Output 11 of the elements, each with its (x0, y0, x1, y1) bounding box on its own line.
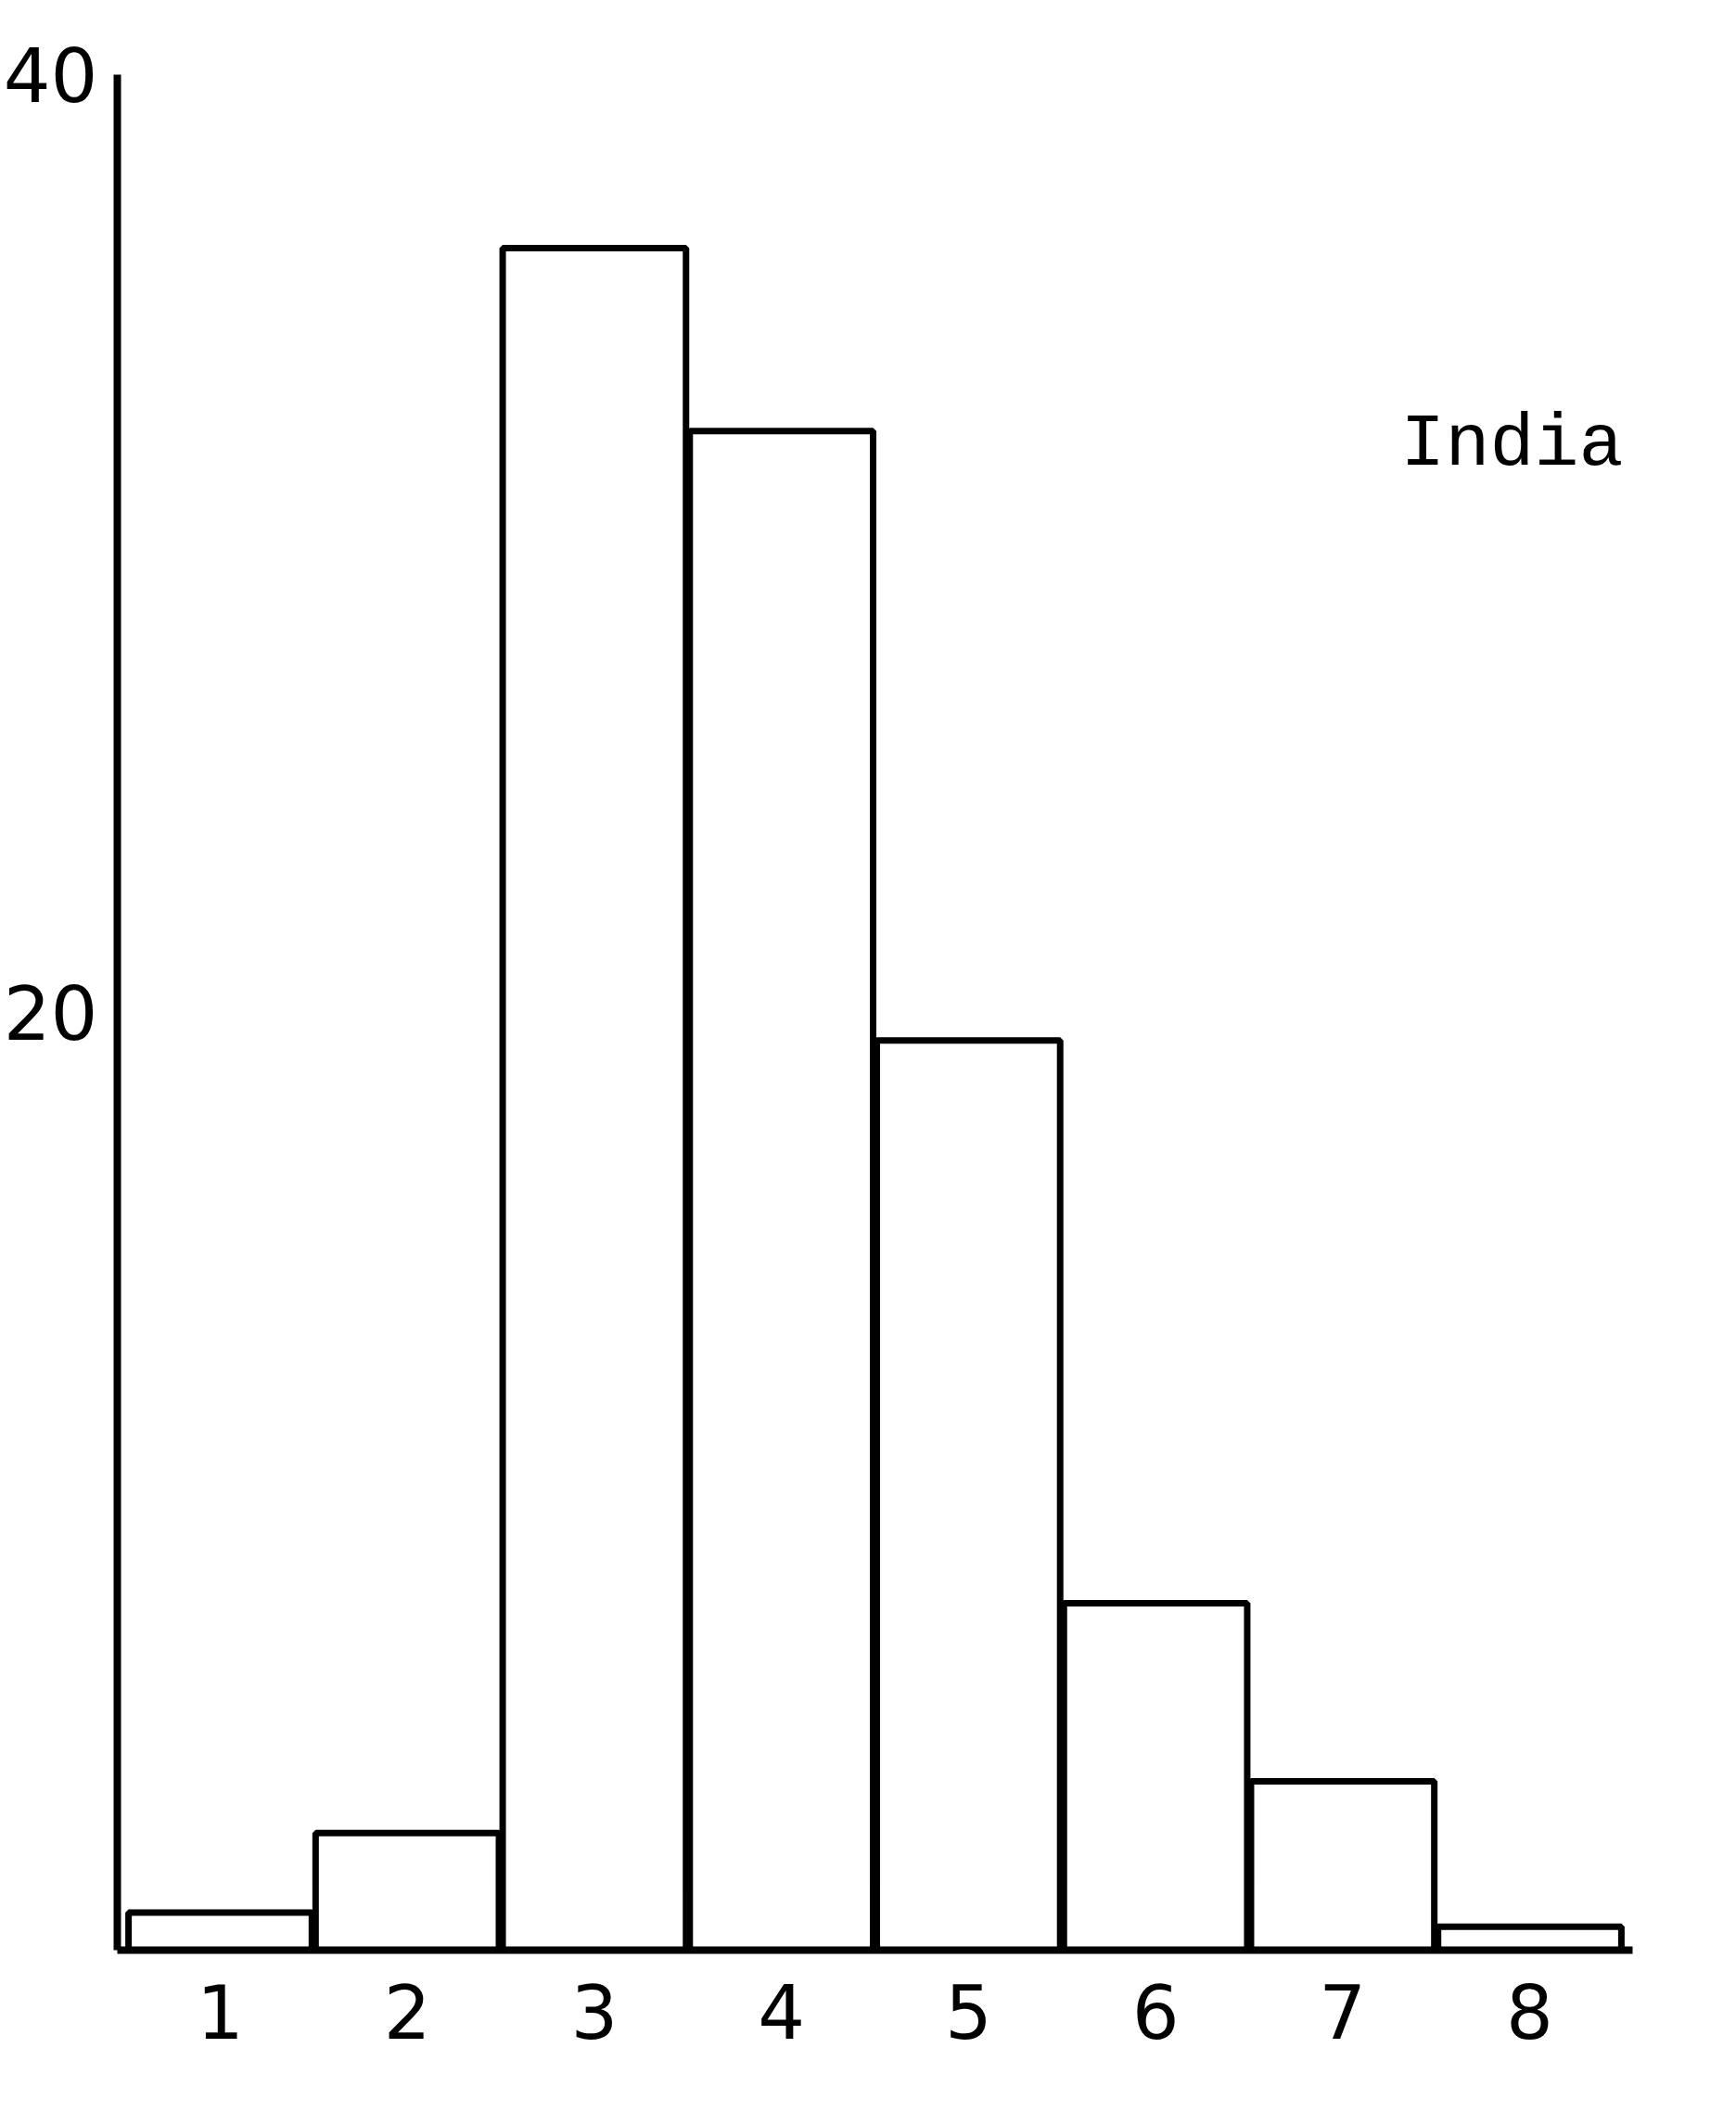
y-tick-label: 20 (3, 971, 98, 1057)
x-tick-label: 4 (758, 1969, 806, 2056)
x-tick-label: 3 (570, 1969, 619, 2056)
x-tick-label: 6 (1131, 1969, 1180, 2056)
x-tick-label: 5 (944, 1969, 992, 2056)
x-tick-label: 2 (383, 1969, 431, 2056)
y-tick-label: 40 (3, 33, 98, 120)
annotation: India (1400, 403, 1624, 488)
x-tick-label: 1 (197, 1969, 244, 2056)
x-tick-label: 7 (1319, 1969, 1367, 2056)
x-tick-label: 8 (1506, 1969, 1554, 2056)
